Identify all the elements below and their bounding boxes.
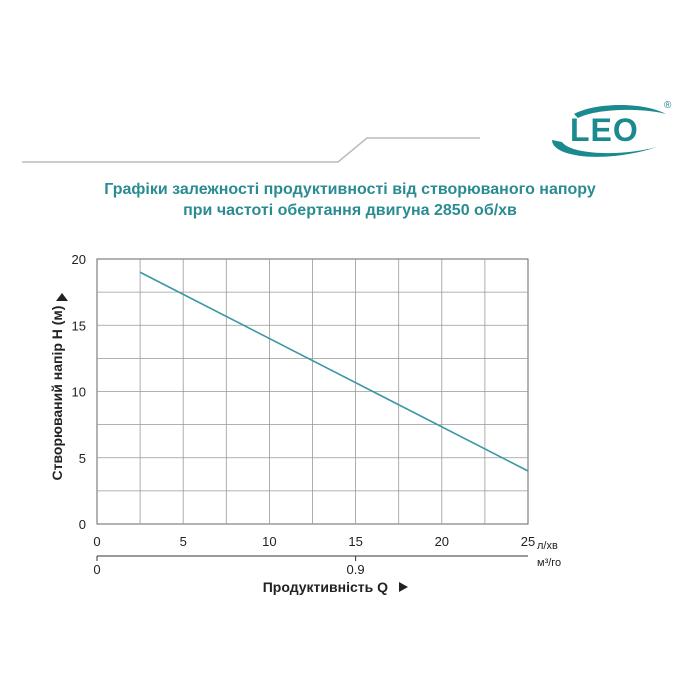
x-axis-arrow-icon xyxy=(399,582,408,592)
y-tick-label: 5 xyxy=(79,451,86,466)
logo-swoosh-icon xyxy=(552,105,666,157)
chart-series xyxy=(139,271,529,472)
x-tick-label: 20 xyxy=(435,534,449,549)
y-axis-arrow-icon xyxy=(56,293,68,301)
y-tick-label: 0 xyxy=(79,517,86,532)
x2-tick-label: 0.9 xyxy=(347,562,365,577)
y-tick-label: 20 xyxy=(72,252,86,267)
chart-title-line-1: Графіки залежності продуктивності від ст… xyxy=(104,181,596,198)
y-tick-label: 15 xyxy=(72,318,86,333)
chart-title-line-2: при частоті обертання двигуна 2850 об/хв xyxy=(183,202,517,219)
x-axis-unit-secondary: м³/го xyxy=(537,557,561,569)
x-tick-label: 15 xyxy=(348,534,362,549)
x-tick-label: 5 xyxy=(180,534,187,549)
x-tick-label: 0 xyxy=(93,534,100,549)
chart-grid xyxy=(96,258,529,525)
x-tick-label: 10 xyxy=(262,534,276,549)
performance-curve xyxy=(139,271,529,472)
chart-tick-labels: 0 5 10 15 20 25 0 5 10 15 20 0 0.9 xyxy=(72,252,536,577)
logo-wordmark: LEO xyxy=(570,112,639,148)
y-axis-title: Створюваний напір H (м) xyxy=(49,306,65,481)
x-tick-label: 25 xyxy=(521,534,535,549)
x2-tick-label: 0 xyxy=(93,562,100,577)
x-axis-unit-primary: л/хв xyxy=(537,540,558,552)
x-axis-title: Продуктивність Q xyxy=(263,579,388,595)
y-tick-label: 10 xyxy=(72,385,86,400)
leo-logo: LEO ® xyxy=(548,100,678,166)
header-decorative-line xyxy=(22,137,480,163)
registered-mark: ® xyxy=(664,100,672,111)
